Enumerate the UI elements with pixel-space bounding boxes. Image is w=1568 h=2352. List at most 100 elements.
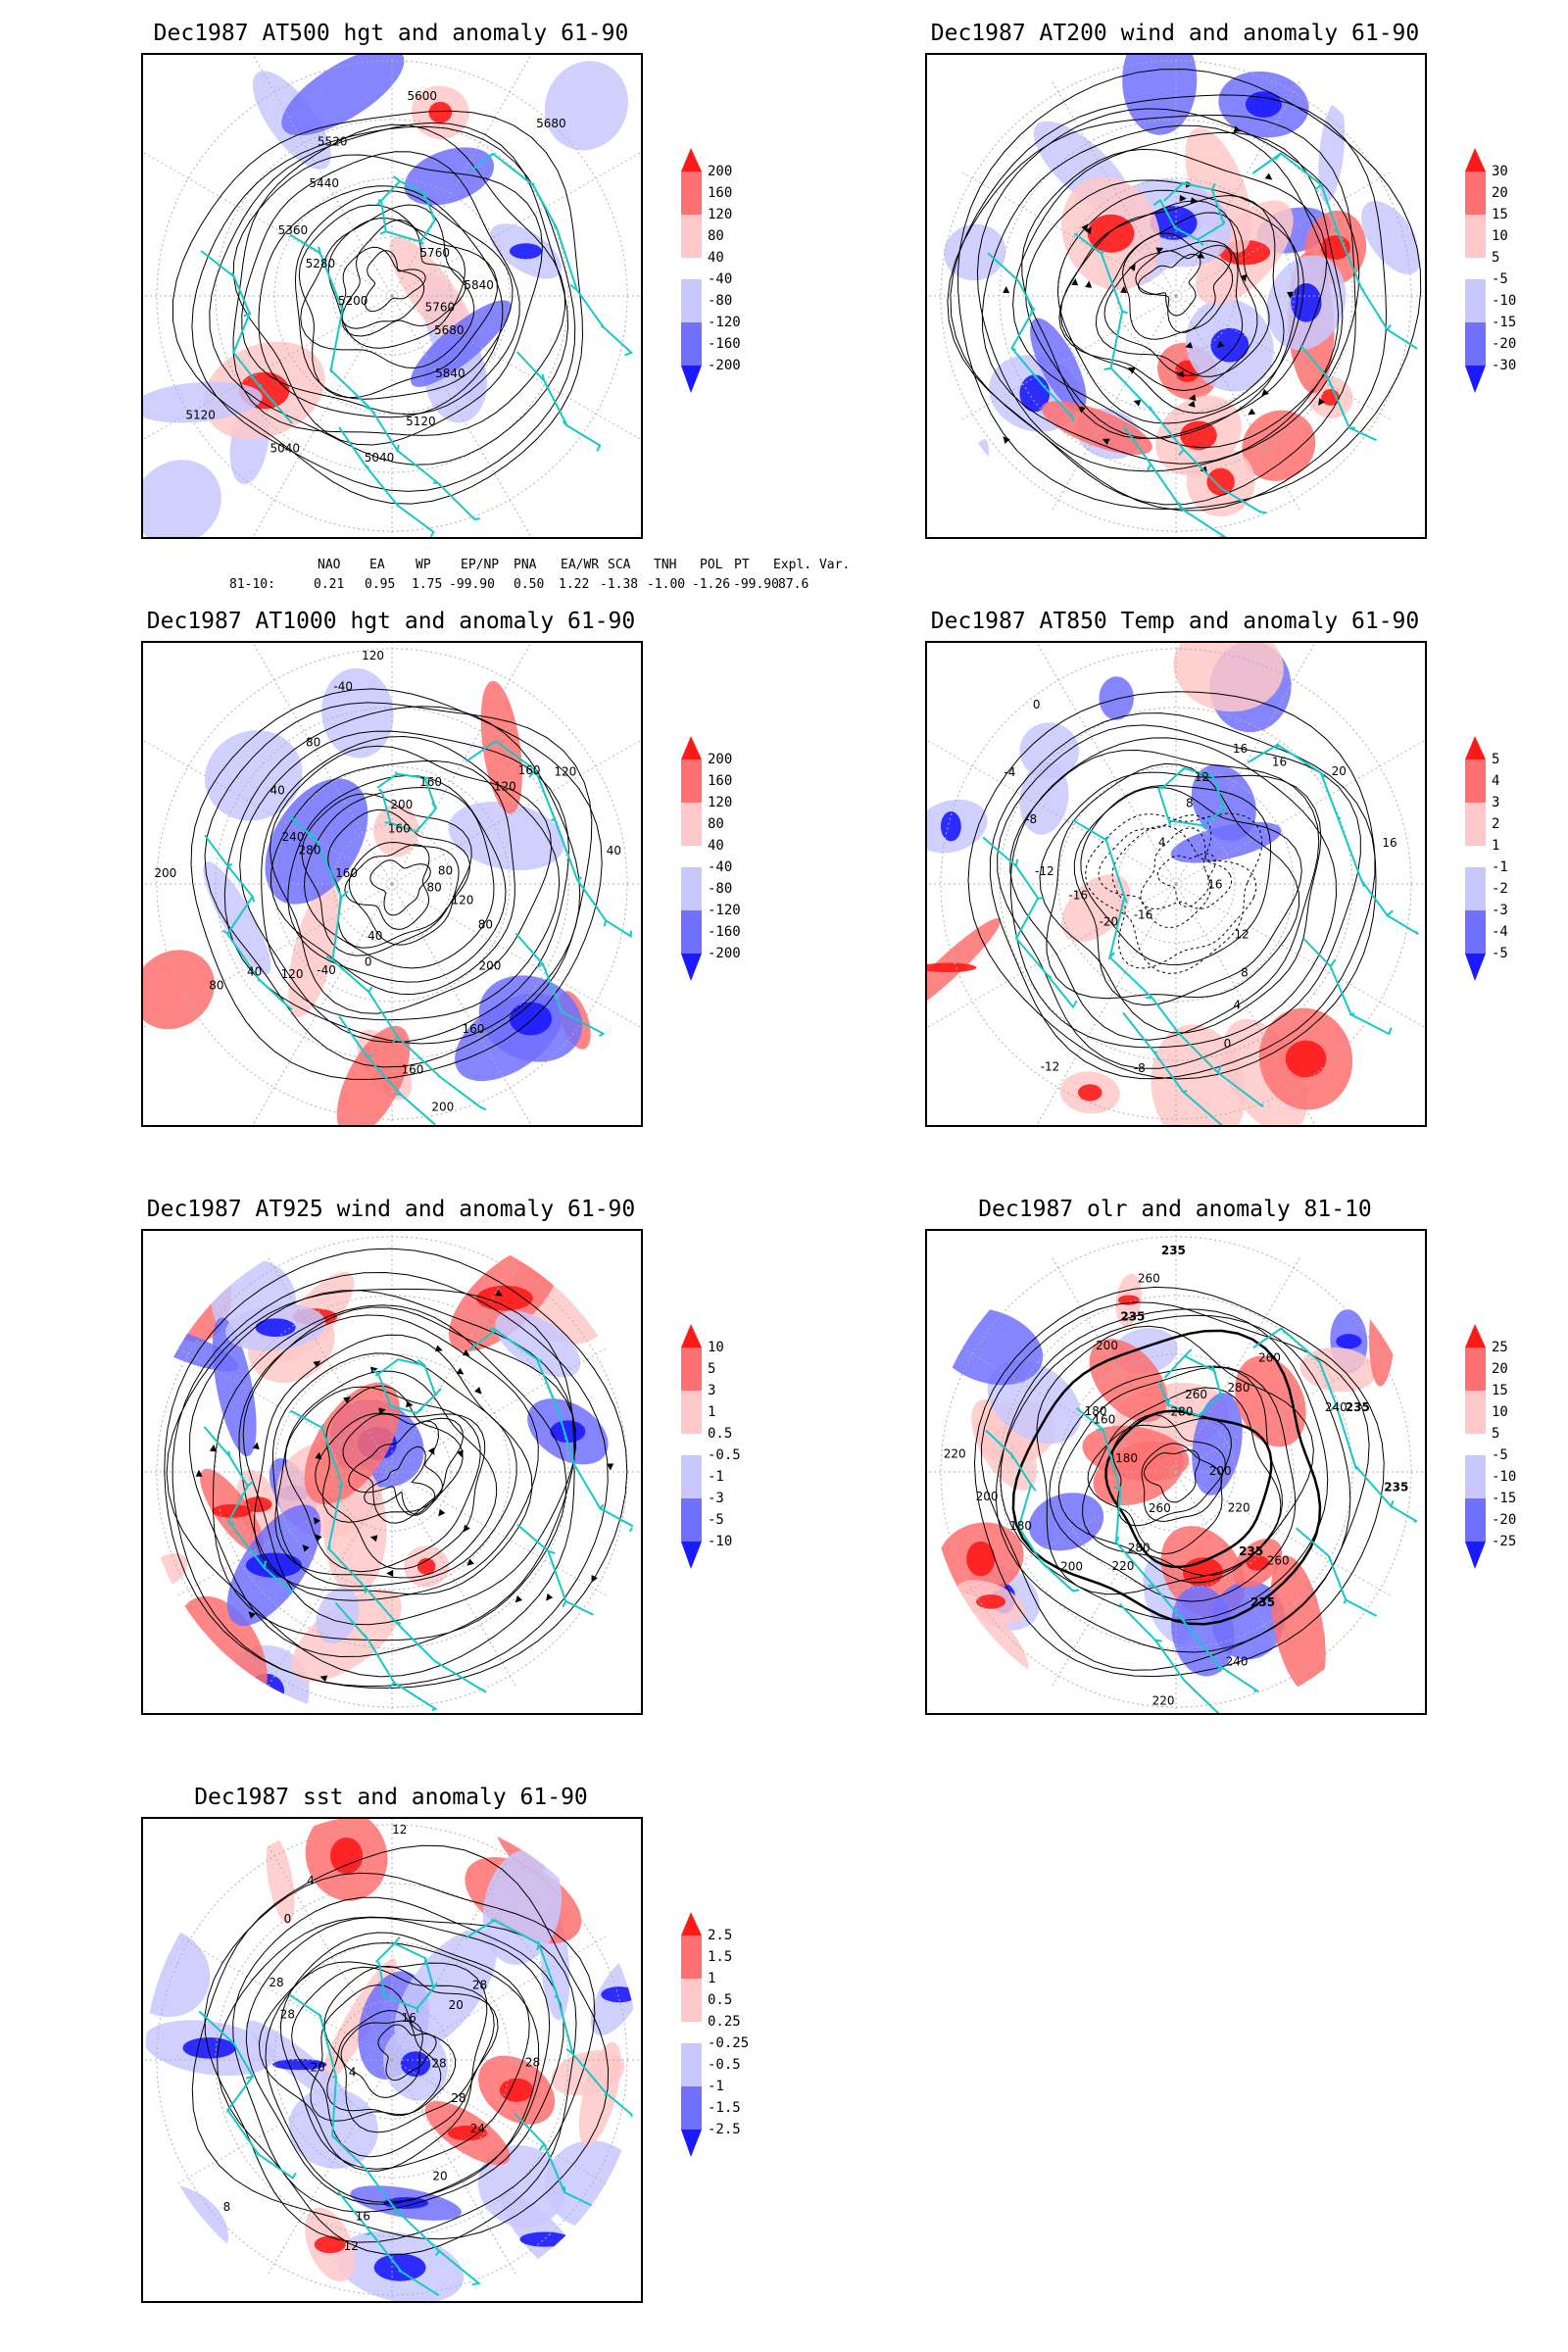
panel-title: Dec1987 AT200 wind and anomaly 61-90 <box>930 21 1420 46</box>
contour-line <box>269 745 553 1014</box>
map-frame <box>141 1229 643 1715</box>
contour-label: 260 <box>1258 1351 1281 1365</box>
contour-label: 5200 <box>338 294 368 308</box>
contour-label: 280 <box>1171 1404 1194 1418</box>
anomaly-core <box>314 2235 346 2254</box>
contour-label: 8 <box>1186 797 1194 810</box>
contour-line <box>172 1271 609 1688</box>
colorbar-swatch <box>1465 1348 1486 1369</box>
contour-label: 120 <box>281 967 304 981</box>
contour-line <box>241 151 520 416</box>
contour-line <box>1104 1409 1273 1569</box>
index-header: NAO <box>318 558 341 572</box>
meridian-line <box>145 1912 393 2061</box>
meridian-line <box>252 295 393 537</box>
colorbar-tick-label: -1 <box>708 2079 724 2094</box>
anomaly-patch <box>561 1231 629 1293</box>
colorbar-swatch <box>1465 215 1486 236</box>
colorbar-swatch <box>681 2043 702 2065</box>
stream-arrow <box>209 1444 217 1452</box>
contour-line <box>212 1304 567 1642</box>
meridian-line <box>391 883 641 1029</box>
contour-line <box>279 1932 530 2170</box>
stream-arrow <box>343 1396 351 1404</box>
contour-line <box>980 1301 1370 1671</box>
contour-label: -16 <box>1134 908 1153 922</box>
colorbar-swatch <box>681 1936 702 1957</box>
index-header: PNA <box>514 558 537 572</box>
colorbar-swatch <box>681 2022 702 2043</box>
colorbar-tick-label: -5 <box>1492 1447 1508 1463</box>
anomaly-patch <box>1019 761 1069 835</box>
stream-arrow <box>1233 125 1242 133</box>
colorbar-tick-label: 10 <box>1492 228 1508 244</box>
stream-arrow <box>1102 438 1110 445</box>
colorbar-swatch <box>681 1434 702 1455</box>
colorbar-tick-label: 40 <box>708 838 724 854</box>
contour-line <box>1143 1449 1200 1503</box>
coastline <box>1247 742 1419 936</box>
contour-label: -20 <box>1100 915 1119 929</box>
anomaly-patch <box>147 1552 188 1588</box>
stream-arrow <box>195 1469 203 1477</box>
colorbar-top-triangle <box>681 1912 702 1936</box>
contour-line <box>1095 212 1270 377</box>
anomaly-patch <box>394 1929 497 2052</box>
contour-label: 5840 <box>435 367 466 380</box>
contour-line <box>301 793 472 956</box>
colorbar-swatch <box>681 1979 702 2000</box>
colorbar-swatch <box>681 824 702 846</box>
colorbar-tick-label: 3 <box>708 1383 716 1398</box>
meridian-line <box>929 1324 1177 1473</box>
colorbar-tick-label: 80 <box>708 816 724 832</box>
meridian-line <box>1175 883 1316 1125</box>
colorbar-swatch <box>681 1412 702 1434</box>
anomaly-patch <box>1030 318 1087 412</box>
coastline <box>200 250 293 424</box>
colorbar-tick-label: 25 <box>1492 1340 1508 1355</box>
panel-title: Dec1987 olr and anomaly 81-10 <box>978 1197 1372 1222</box>
contour-label: 5360 <box>278 223 309 237</box>
panel-title: Dec1987 AT1000 hgt and anomaly 61-90 <box>146 609 636 634</box>
contour-label: 200 <box>431 1101 454 1114</box>
contour-label: 16 <box>356 2209 370 2223</box>
anomaly-patch <box>266 1836 295 1924</box>
anomaly-core <box>243 1496 272 1513</box>
anomaly-patch <box>544 61 628 151</box>
meridian-line <box>252 643 393 885</box>
anomaly-core <box>1320 235 1350 260</box>
colorbar-swatch <box>1465 867 1486 889</box>
colorbar-tick-label: -200 <box>708 946 741 961</box>
colorbar-swatch <box>681 803 702 824</box>
anomaly-patch <box>304 1382 400 1505</box>
contour-line <box>238 1314 539 1601</box>
contour-line <box>344 844 430 930</box>
colorbar-swatch <box>681 301 702 322</box>
colorbar-tick-label: -0.5 <box>708 2057 741 2073</box>
colorbar-tick-label: 15 <box>1492 1383 1508 1398</box>
colorbar-tick-label: -5 <box>708 1512 724 1528</box>
contour-line <box>967 691 1377 1080</box>
coastline <box>515 351 602 452</box>
meridian-line <box>1036 643 1177 885</box>
contour-label: -12 <box>1041 1060 1060 1074</box>
colorbar-swatch <box>681 279 702 301</box>
meridian-line <box>391 2059 639 2208</box>
index-value: 0.50 <box>514 577 545 592</box>
colorbar-tick-label: -15 <box>1492 1491 1517 1506</box>
colorbar-bottom-triangle <box>681 2130 702 2157</box>
index-header: EP/NP <box>461 558 500 572</box>
panel-at925-wind: Dec1987 AT925 wind and anomaly 61-90 10 5… <box>141 1190 827 1778</box>
stream-arrow <box>1261 388 1269 397</box>
meridian-line <box>927 883 1177 1029</box>
anomaly-patch <box>1099 676 1134 720</box>
meridian-line <box>391 295 532 537</box>
contour-line <box>258 185 504 418</box>
colorbar-tick-label: -20 <box>1492 336 1517 352</box>
colorbar-tick-label: -5 <box>1492 946 1508 961</box>
colorbar-tick-label: -160 <box>708 924 741 940</box>
stream-arrow <box>1003 285 1010 294</box>
anomaly-core <box>428 101 453 123</box>
contour-label: 4 <box>349 2066 357 2080</box>
colorbar-top-triangle <box>681 1324 702 1348</box>
